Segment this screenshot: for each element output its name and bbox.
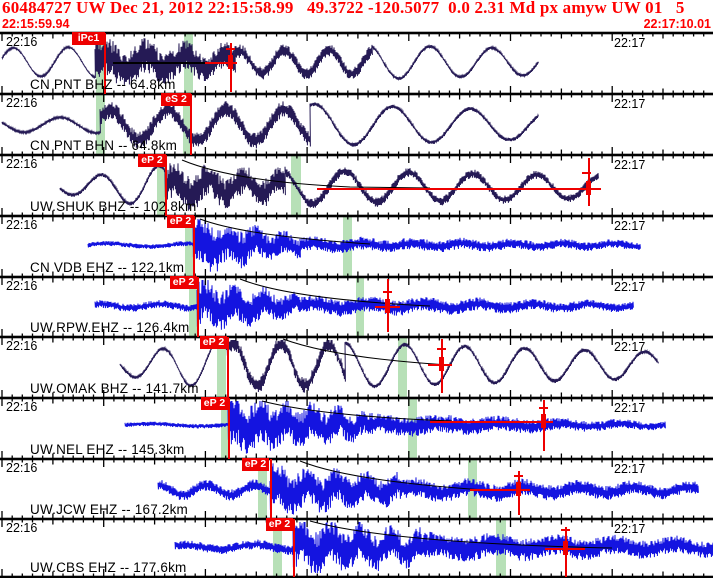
panel-end-time: 22:17 bbox=[614, 522, 646, 536]
station-label: UW.RPW.EHZ -- 126.4km bbox=[30, 320, 190, 335]
coda-marker-handle[interactable] bbox=[385, 299, 390, 313]
phase-pick-label[interactable]: eP 2 bbox=[170, 276, 197, 289]
phase-pick-label[interactable]: eP 2 bbox=[266, 518, 293, 531]
phase-pick-line[interactable] bbox=[293, 519, 295, 577]
coda-marker-crosstick bbox=[437, 348, 446, 350]
window-end-time: 22:17:10.01 bbox=[643, 17, 711, 31]
panel-end-time: 22:17 bbox=[614, 340, 646, 354]
station-label: CN PNT BHN -- 64.8km bbox=[30, 138, 178, 153]
panel-start-time: 22:16 bbox=[6, 218, 38, 232]
coda-marker-handle[interactable] bbox=[563, 541, 568, 555]
coda-marker-crosstick bbox=[582, 172, 591, 174]
trace-panel[interactable]: eP 2 22:16 22:17 UW.CBS EHZ -- 177.6km bbox=[0, 518, 713, 577]
phase-pick-label[interactable]: eP 2 bbox=[201, 397, 228, 410]
trace-panel[interactable]: eP 2 22:16 22:17 UW.NEL EHZ -- 145.3km bbox=[0, 397, 713, 459]
phase-pick-line[interactable] bbox=[270, 459, 272, 519]
trace-panel[interactable]: eS 2 22:16 22:17 CN PNT BHN -- 64.8km bbox=[0, 93, 713, 155]
trace-panel[interactable]: eP 2 22:16 22:17 UW.RPW.EHZ -- 126.4km bbox=[0, 276, 713, 337]
station-label: UW.SHUK BHZ -- 102.8km bbox=[30, 199, 197, 214]
station-label: CN PNT BHZ -- 64.8km bbox=[30, 77, 176, 92]
window-start-time: 22:15:59.94 bbox=[2, 17, 70, 31]
phase-pick-label[interactable]: iPc1 bbox=[72, 32, 105, 45]
coda-marker-crosstick bbox=[561, 529, 570, 531]
coda-marker-handle[interactable] bbox=[586, 181, 591, 195]
trace-panel[interactable]: eP 2 22:16 22:17 UW.SHUK BHZ -- 102.8km bbox=[0, 154, 713, 216]
station-label: CN VDB EHZ -- 122.1km bbox=[30, 260, 185, 275]
panel-end-time: 22:17 bbox=[614, 36, 646, 50]
panel-start-time: 22:16 bbox=[6, 521, 38, 535]
panel-end-time: 22:17 bbox=[614, 158, 646, 172]
panel-start-time: 22:16 bbox=[6, 461, 38, 475]
phase-pick-label[interactable]: eP 2 bbox=[200, 336, 227, 349]
coda-duration-line[interactable] bbox=[430, 421, 553, 423]
panel-end-time: 22:17 bbox=[614, 280, 646, 294]
coda-marker-crosstick bbox=[514, 475, 523, 477]
coda-marker-crosstick bbox=[226, 48, 235, 50]
panel-start-time: 22:16 bbox=[6, 35, 38, 49]
coda-marker-handle[interactable] bbox=[228, 55, 233, 69]
phase-pick-line[interactable] bbox=[227, 337, 229, 398]
event-summary-line: 60484727 UW Dec 21, 2012 22:15:58.99 49.… bbox=[2, 0, 685, 17]
coda-marker-handle[interactable] bbox=[439, 357, 444, 371]
coda-marker-handle[interactable] bbox=[541, 414, 546, 428]
station-label: UW.JCW EHZ -- 167.2km bbox=[30, 502, 188, 517]
panel-start-time: 22:16 bbox=[6, 157, 38, 171]
phase-pick-line[interactable] bbox=[228, 398, 230, 459]
coda-duration-line[interactable] bbox=[317, 188, 601, 190]
panel-start-time: 22:16 bbox=[6, 96, 38, 110]
panel-end-time: 22:17 bbox=[614, 462, 646, 476]
panel-start-time: 22:16 bbox=[6, 339, 38, 353]
coda-marker-handle[interactable] bbox=[516, 482, 521, 496]
coda-duration-line[interactable] bbox=[470, 489, 530, 491]
coda-marker-crosstick bbox=[539, 407, 548, 409]
panel-end-time: 22:17 bbox=[614, 401, 646, 415]
phase-pick-label[interactable]: eP 2 bbox=[138, 154, 166, 167]
trace-panel[interactable]: eP 2 22:16 22:17 CN VDB EHZ -- 122.1km bbox=[0, 215, 713, 277]
coda-decay-curve bbox=[282, 338, 449, 366]
phase-pick-line[interactable] bbox=[197, 277, 199, 337]
phase-pick-label[interactable]: eP 2 bbox=[242, 458, 269, 471]
phase-pick-label[interactable]: eS 2 bbox=[161, 93, 191, 106]
panel-end-time: 22:17 bbox=[614, 219, 646, 233]
panel-start-time: 22:16 bbox=[6, 279, 38, 293]
trace-panel[interactable]: eP 2 22:16 22:17 UW.JCW EHZ -- 167.2km bbox=[0, 458, 713, 519]
station-label: UW.OMAK BHZ -- 141.7km bbox=[30, 381, 199, 396]
trace-panel[interactable]: iPc1 22:16 22:17 CN PNT BHZ -- 64.8km bbox=[0, 32, 713, 94]
panel-end-time: 22:17 bbox=[614, 97, 646, 111]
panel-start-time: 22:16 bbox=[6, 400, 38, 414]
trace-panel[interactable]: eP 2 22:16 22:17 UW.OMAK BHZ -- 141.7km bbox=[0, 336, 713, 398]
phase-pick-label[interactable]: eP 2 bbox=[167, 215, 194, 228]
station-label: UW.CBS EHZ -- 177.6km bbox=[30, 560, 187, 575]
station-label: UW.NEL EHZ -- 145.3km bbox=[30, 442, 185, 457]
coda-marker-crosstick bbox=[383, 291, 392, 293]
